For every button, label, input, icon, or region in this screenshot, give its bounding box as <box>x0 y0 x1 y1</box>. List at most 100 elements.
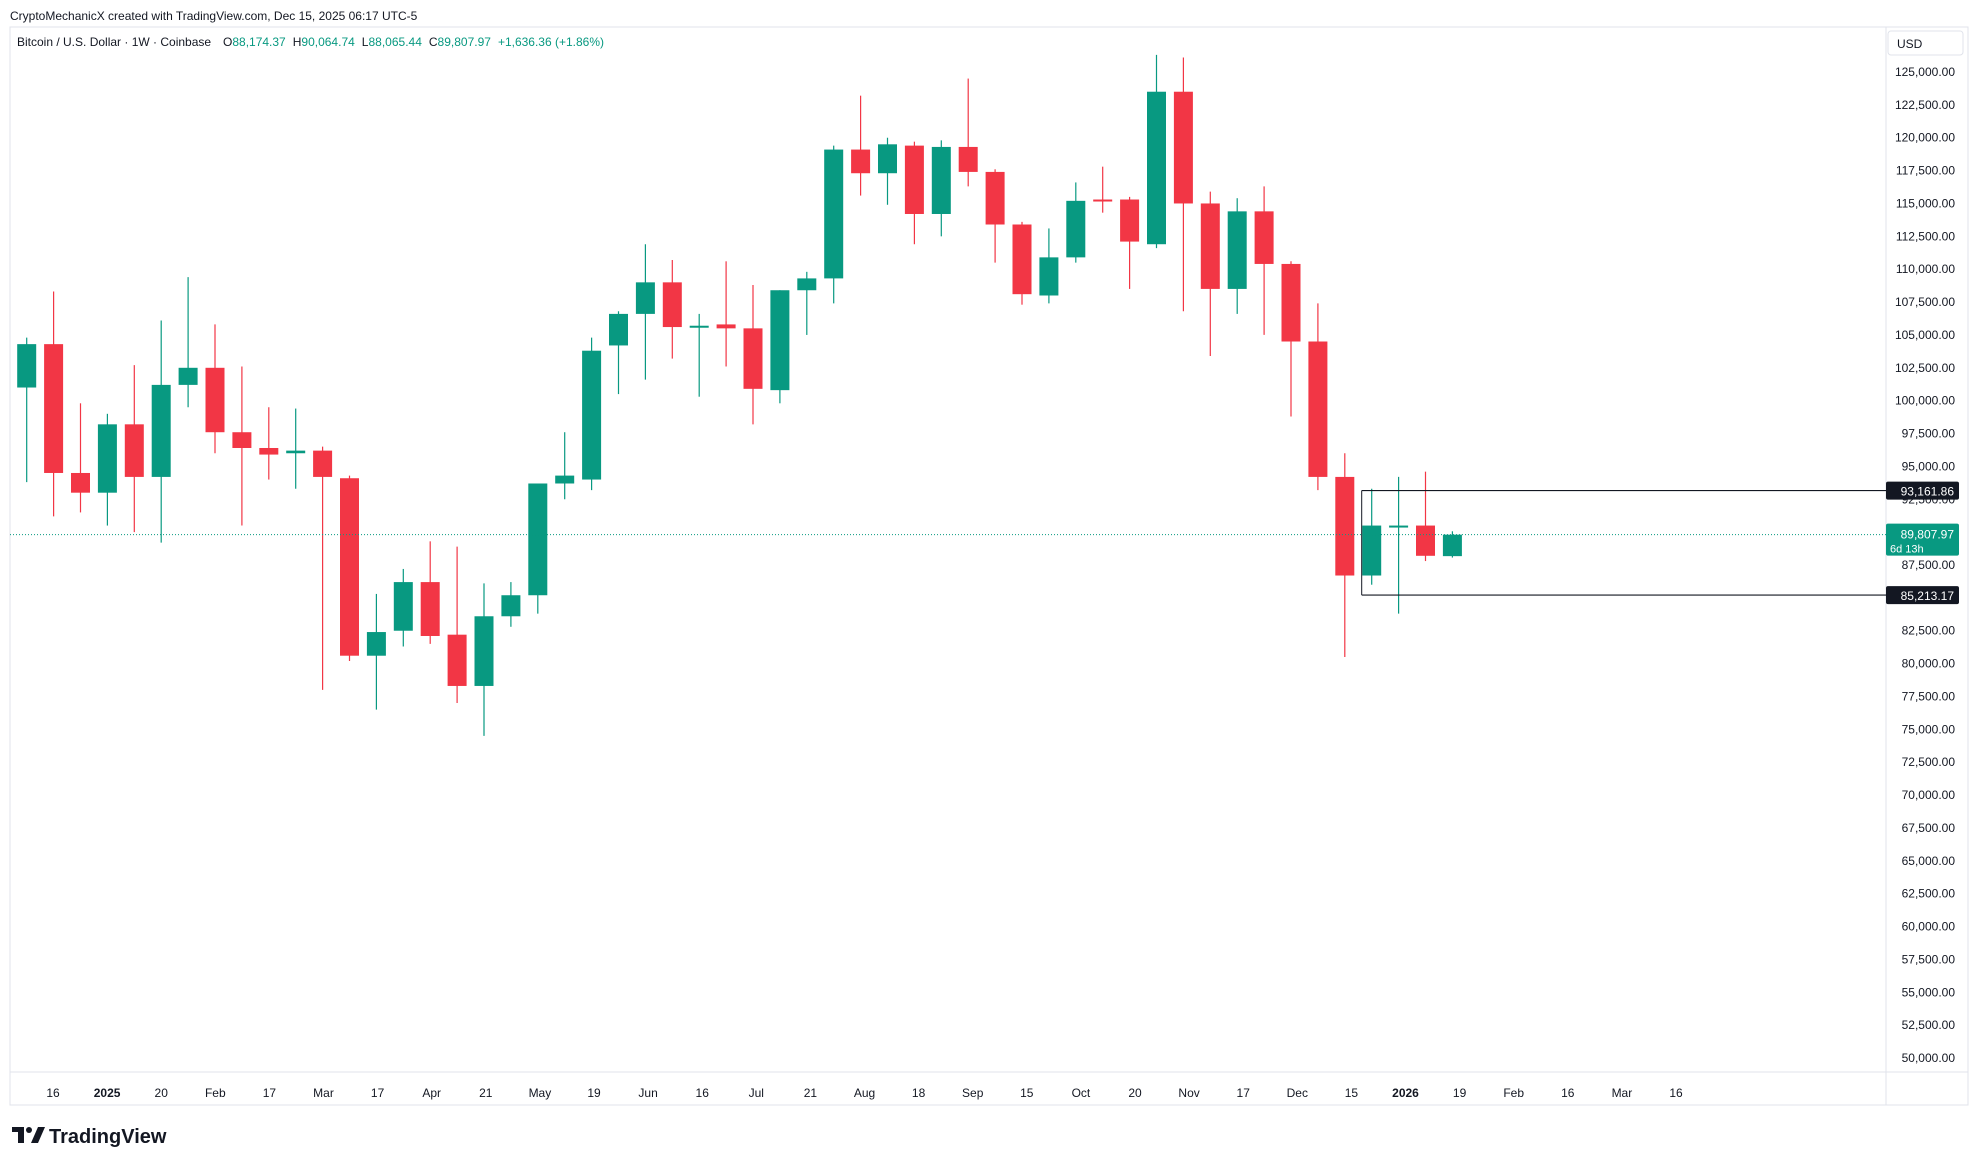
candle-up[interactable] <box>824 145 844 304</box>
candle-down[interactable] <box>1416 471 1435 562</box>
candle-up[interactable] <box>97 413 117 526</box>
candle-body <box>17 344 37 388</box>
chart-frame <box>9 26 1969 1106</box>
candle-up[interactable] <box>528 483 548 614</box>
ohlc-readout: O88,174.37 H90,064.74 L88,065.44 C89,807.97… <box>223 35 604 49</box>
candle-down[interactable] <box>1281 261 1301 417</box>
candle-body <box>1254 211 1274 264</box>
candle-down[interactable] <box>313 446 333 690</box>
candle-up[interactable] <box>689 313 709 397</box>
time-tick-label: 16 <box>46 1086 60 1100</box>
candle-down[interactable] <box>662 259 682 359</box>
candle-up[interactable] <box>931 140 951 237</box>
time-tick-label: 21 <box>479 1086 493 1100</box>
candle-down[interactable] <box>44 291 64 517</box>
lower-level-label: 85,213.17 <box>1901 589 1955 603</box>
price-tick-label: 100,000.00 <box>1895 394 1955 408</box>
candle-up[interactable] <box>609 311 628 395</box>
lower-level-tag <box>1886 586 1959 605</box>
time-tick-label: 19 <box>587 1086 601 1100</box>
candle-down[interactable] <box>1093 166 1113 213</box>
price-tick-label: 72,500.00 <box>1902 755 1956 769</box>
currency-button[interactable]: USD <box>1887 30 1964 56</box>
candle-body <box>528 483 548 596</box>
price-tick-label: 102,500.00 <box>1895 361 1955 375</box>
price-tick-label: 57,500.00 <box>1902 952 1956 966</box>
candle-up[interactable] <box>1227 198 1247 314</box>
candle-down[interactable] <box>259 407 279 480</box>
candle-body <box>851 149 871 174</box>
candle-down[interactable] <box>447 546 467 704</box>
time-tick-label: Nov <box>1178 1086 1199 1100</box>
candle-up[interactable] <box>393 568 413 647</box>
candle-down[interactable] <box>958 78 978 187</box>
candle-up[interactable] <box>635 244 655 380</box>
candle-down[interactable] <box>985 169 1005 263</box>
candle-up[interactable] <box>1362 488 1382 585</box>
candle-up[interactable] <box>1147 54 1166 249</box>
time-tick-label: 20 <box>1128 1086 1142 1100</box>
candle-down[interactable] <box>1200 191 1220 356</box>
price-tick-label: 117,500.00 <box>1896 164 1955 178</box>
price-tick-label: 60,000.00 <box>1902 920 1956 934</box>
candle-up[interactable] <box>1389 476 1409 614</box>
time-axis[interactable]: 16 2025 20 Feb 17 Mar 17 Apr 21 May 19 Jun 16 Jul 21 Au… <box>46 1086 1683 1100</box>
price-tick-label: 50,000.00 <box>1902 1051 1956 1065</box>
candle-down[interactable] <box>1012 221 1032 305</box>
time-tick-label: Sep <box>962 1086 984 1100</box>
candle-up[interactable] <box>286 408 306 489</box>
price-tick-label: 105,000.00 <box>1895 328 1955 342</box>
candle-body <box>1389 525 1409 528</box>
candle-body <box>71 472 90 493</box>
ohlc-change: +1,636.36 (+1.86%) <box>498 35 604 49</box>
candle-up[interactable] <box>1442 531 1462 558</box>
candle-down[interactable] <box>205 324 225 454</box>
price-tick-label: 55,000.00 <box>1902 985 1956 999</box>
ohlc-o-label: O <box>223 35 232 49</box>
candle-down[interactable] <box>1254 186 1274 335</box>
time-tick-label: 20 <box>155 1086 169 1100</box>
candle-up[interactable] <box>797 271 817 335</box>
candle-body <box>340 478 359 656</box>
last-price-label: 89,807.97 <box>1901 528 1955 542</box>
candle-body <box>124 424 144 477</box>
candle-down[interactable] <box>232 366 252 526</box>
candle-body <box>1066 200 1086 258</box>
candle-up[interactable] <box>1039 228 1059 304</box>
candle-body <box>931 146 951 214</box>
candle-down[interactable] <box>420 541 440 644</box>
candle-down[interactable] <box>71 403 90 513</box>
candle-up[interactable] <box>555 432 575 500</box>
candle-up[interactable] <box>582 337 602 491</box>
time-tick-label: 15 <box>1020 1086 1034 1100</box>
candle-up[interactable] <box>17 337 37 483</box>
candle-down[interactable] <box>1120 196 1140 289</box>
levels <box>10 489 1886 596</box>
candle-down[interactable] <box>904 141 924 245</box>
candle-up[interactable] <box>178 277 198 408</box>
candle-body <box>205 367 225 433</box>
candle-down[interactable] <box>743 284 763 425</box>
candle-down[interactable] <box>1173 57 1193 312</box>
price-tick-label: 75,000.00 <box>1902 722 1956 736</box>
candle-down[interactable] <box>340 475 359 661</box>
candle-down[interactable] <box>1335 453 1355 658</box>
candle-up[interactable] <box>878 137 897 205</box>
candle-down[interactable] <box>716 261 736 367</box>
candle-body <box>447 634 467 686</box>
candle-up[interactable] <box>501 582 521 627</box>
candle-up[interactable] <box>151 320 171 543</box>
candle-down[interactable] <box>1308 303 1328 491</box>
time-tick-label: 16 <box>1561 1086 1575 1100</box>
candle-up[interactable] <box>1066 182 1086 263</box>
candle-up[interactable] <box>366 593 386 710</box>
candle-down[interactable] <box>124 365 144 533</box>
candles <box>17 54 1462 736</box>
candle-down[interactable] <box>851 95 871 196</box>
time-tick-label: 15 <box>1345 1086 1359 1100</box>
candle-up[interactable] <box>770 290 790 404</box>
candle-up[interactable] <box>474 583 494 736</box>
candle-body <box>44 344 64 473</box>
